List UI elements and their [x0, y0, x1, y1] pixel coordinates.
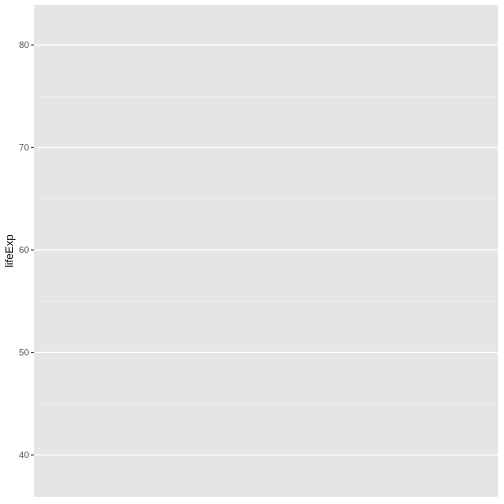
y-tick-label: 80	[19, 40, 29, 50]
minor-gridlines	[34, 95, 498, 405]
y-tick-label: 60	[19, 245, 29, 255]
y-tick-label: 50	[19, 347, 29, 357]
plot-panel	[34, 5, 498, 497]
y-axis-tick-labels: 40 50 60 70 80	[19, 40, 29, 460]
y-tick-label: 40	[19, 450, 29, 460]
y-axis-title: lifeExp	[4, 234, 16, 267]
major-gridlines	[34, 44, 498, 456]
y-tick-label: 70	[19, 142, 29, 152]
y-axis-ticks	[31, 44, 34, 456]
